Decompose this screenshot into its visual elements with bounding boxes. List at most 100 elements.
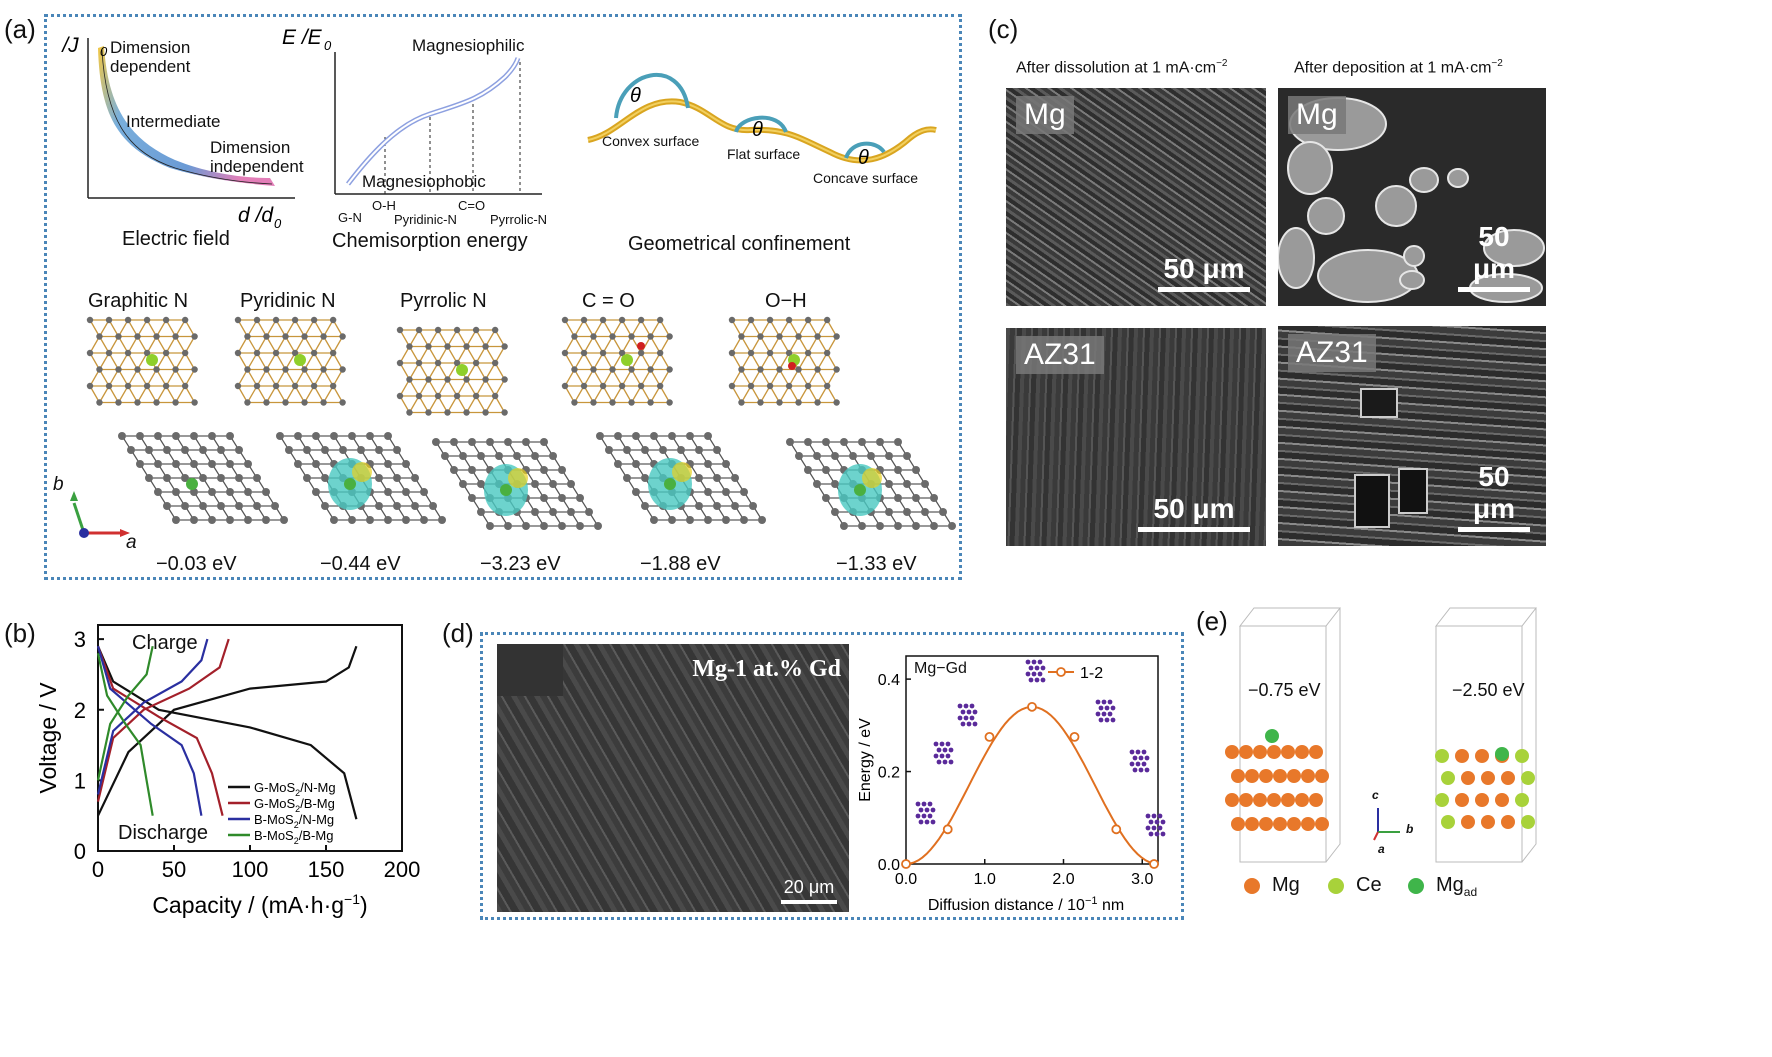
carbon-atom [618, 316, 626, 324]
carbon-atom [393, 446, 401, 454]
mg-atom [1225, 793, 1239, 807]
mg-atom [1287, 817, 1301, 831]
carbon-atom [731, 502, 739, 510]
carbon-atom [628, 333, 635, 340]
bond [416, 508, 423, 518]
chart-d-inset-atom [963, 715, 969, 721]
carbon-atom [396, 392, 404, 400]
chart-b-xlabel: Capacity / (mA·h·g−1) [152, 891, 367, 918]
bond [240, 480, 247, 490]
carbon-atom [540, 466, 548, 474]
carbon-atom [641, 474, 649, 482]
carbon-atom [585, 508, 593, 516]
carbon-atom [105, 349, 113, 357]
chemisorption-curve [346, 57, 521, 186]
bond [536, 486, 543, 496]
carbon-atom [329, 349, 337, 357]
carbon-atom [666, 399, 673, 406]
carbon-atom [453, 326, 461, 334]
ce-atom [1441, 815, 1455, 829]
chart-d-inset-atom [1110, 705, 1116, 711]
carbon-atom [637, 382, 645, 390]
carbon-atom [831, 480, 839, 488]
chart-d-inset-atom [1145, 825, 1151, 831]
chart-d-inset-atom [921, 801, 927, 807]
carbon-atom [477, 452, 485, 460]
geometric-sketch: θ θ θ [587, 73, 937, 169]
carbon-atom [599, 349, 607, 357]
chart-d-inset-atom [1129, 761, 1135, 767]
carbon-atom [115, 399, 122, 406]
mg-atom [1481, 815, 1495, 829]
bond [655, 438, 662, 448]
mg-atom [854, 484, 866, 496]
bond [195, 466, 202, 476]
bond [863, 444, 870, 454]
sem-image-mg-dissolution: Mg 50 μm [1006, 88, 1266, 306]
ce-atom [1441, 771, 1455, 785]
bond [335, 438, 342, 448]
sem-pit [1360, 388, 1398, 418]
chart-d-inset-atom [1104, 717, 1110, 723]
bond [317, 494, 324, 504]
carbon-atom [303, 474, 311, 482]
chart-d-inset-atom [927, 813, 933, 819]
carbon-atom [406, 343, 413, 350]
bond [150, 480, 157, 490]
bond [464, 458, 471, 468]
charge-density-blob [862, 468, 882, 488]
mg-atom [1239, 745, 1253, 759]
mg-atom [1475, 749, 1489, 763]
bond [177, 494, 184, 504]
carbon-atom [876, 438, 884, 446]
carbon-atom [263, 399, 270, 406]
axis-a-label: a [126, 532, 137, 553]
carbon-atom [833, 366, 840, 373]
carbon-atom [253, 502, 261, 510]
chart-d-inset-atom [1144, 755, 1150, 761]
bond [258, 480, 265, 490]
bond [446, 458, 453, 468]
carbon-atom [434, 359, 442, 367]
carbon-atom [472, 392, 480, 400]
carbon-atom [181, 316, 189, 324]
carbon-atom [459, 452, 467, 460]
right-slab-energy: −2.50 eV [1452, 680, 1525, 700]
carbon-atom [795, 333, 802, 340]
chart-b-ytick-label: 0 [74, 839, 86, 864]
carbon-atom [321, 446, 329, 454]
bond [159, 494, 166, 504]
carbon-atom [244, 516, 252, 524]
carbon-atom [263, 333, 270, 340]
bond [482, 458, 489, 468]
carbon-atom [339, 399, 346, 406]
bond [926, 486, 933, 496]
carbon-atom [96, 366, 103, 373]
chart-d-inset-atom [1034, 677, 1040, 683]
mg-atom [500, 484, 512, 496]
carbon-atom [172, 432, 180, 440]
carbon-atom [244, 399, 251, 406]
structure-energy-2: −3.23 eV [480, 553, 561, 575]
structure-name-2: Pyrrolic N [400, 290, 487, 312]
chart-b-xtick-label: 150 [308, 857, 345, 882]
chart-d-inset-atom [1148, 831, 1154, 837]
carbon-atom [531, 452, 539, 460]
mg-atom [1309, 793, 1323, 807]
chart-d-inset-atom [930, 807, 936, 813]
bond [944, 514, 951, 524]
mg-atom [1455, 793, 1469, 807]
chart-d-ytick-label: 0.2 [878, 765, 900, 782]
bond [709, 466, 716, 476]
ce-atom [1515, 793, 1529, 807]
carbon-atom [312, 460, 320, 468]
carbon-atom [244, 460, 252, 468]
chart-d-inset-atom [942, 759, 948, 765]
carbon-atom [722, 516, 730, 524]
carbon-atom [766, 316, 774, 324]
carbon-atom [434, 392, 442, 400]
carbon-atom [253, 382, 261, 390]
carbon-atom [558, 522, 566, 530]
carbon-atom [766, 382, 774, 390]
carbon-atom [181, 474, 189, 482]
